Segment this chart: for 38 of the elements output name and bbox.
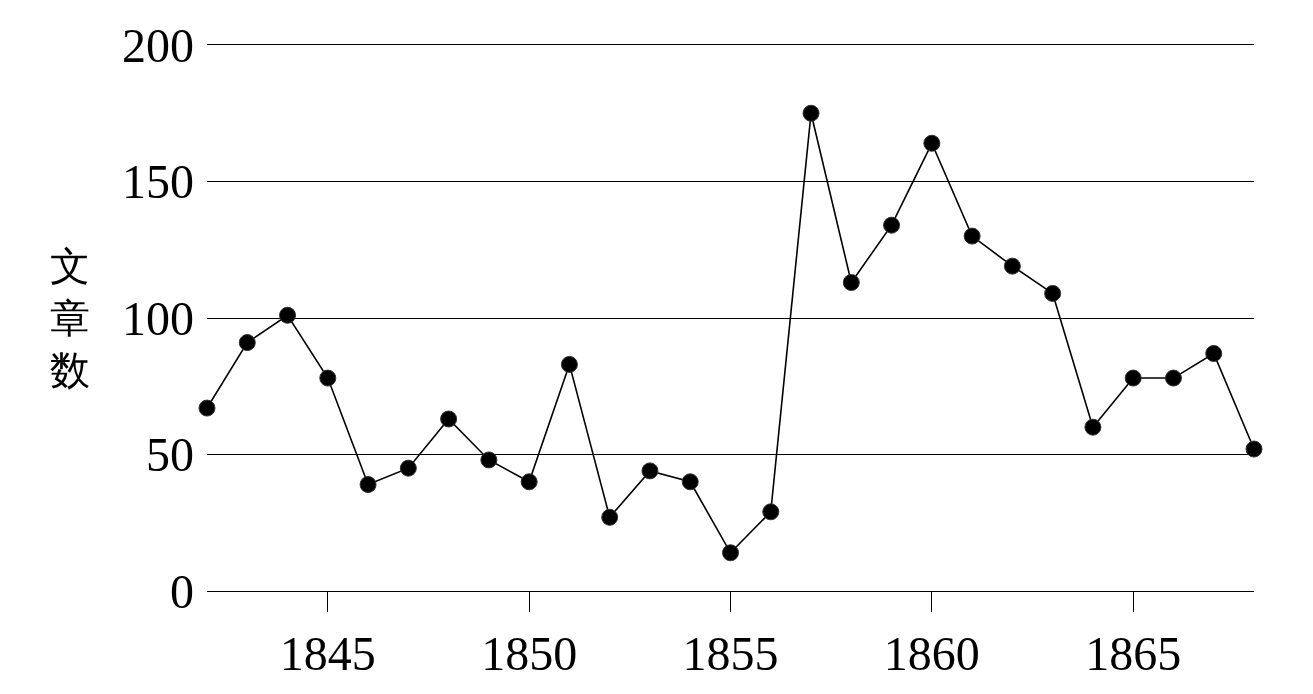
point [238, 334, 256, 352]
point [560, 355, 578, 373]
point [681, 473, 699, 491]
point [1003, 257, 1021, 275]
point [842, 274, 860, 291]
point [1124, 369, 1142, 387]
point [1245, 440, 1263, 458]
y-tick-label: 0 [170, 564, 194, 618]
point [883, 216, 901, 234]
y-axis-title: 文章数 [50, 244, 90, 393]
x-tick-label: 1855 [682, 626, 779, 680]
point [279, 306, 297, 324]
y-tick-label: 200 [122, 18, 194, 72]
x-tick-label: 1860 [883, 626, 980, 680]
point [722, 544, 739, 562]
point [440, 410, 458, 428]
point [319, 369, 337, 387]
point [641, 462, 659, 480]
point [601, 508, 619, 526]
point [198, 399, 216, 417]
point [399, 459, 417, 477]
point [923, 134, 941, 152]
y-tick-label: 50 [146, 428, 194, 482]
point [802, 104, 820, 122]
point [1084, 418, 1102, 436]
point [1044, 284, 1062, 302]
point [1164, 369, 1182, 387]
point [359, 476, 377, 494]
x-tick-label: 1850 [481, 626, 578, 680]
point [520, 473, 538, 491]
x-tick-label: 1845 [279, 626, 376, 680]
point [1205, 344, 1223, 362]
y-tick-label: 100 [122, 291, 194, 345]
point [963, 227, 981, 245]
x-tick-label: 1865 [1085, 626, 1182, 680]
y-tick-label: 150 [122, 155, 194, 209]
point [480, 451, 498, 469]
point [762, 503, 780, 521]
